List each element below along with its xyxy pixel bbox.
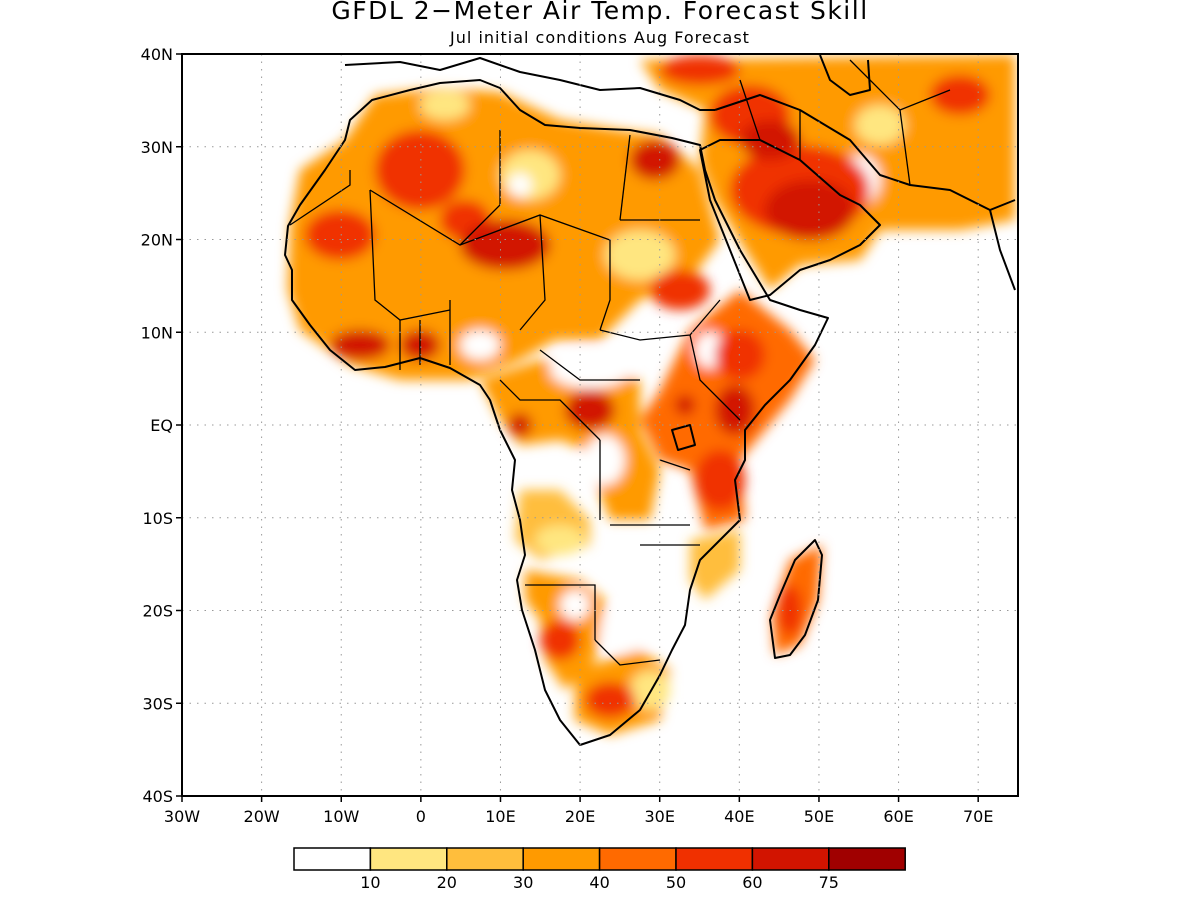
lon-label: 20E (565, 807, 595, 826)
field-mozambique (690, 530, 740, 600)
coastline-madagascar (769, 539, 823, 659)
lon-label: 10W (323, 807, 359, 826)
coastline-arabia (699, 139, 881, 301)
lon-label: 20W (244, 807, 280, 826)
colorbar-swatch (293, 847, 372, 871)
skill-shading (288, 55, 1015, 735)
lat-label: 20N (141, 231, 173, 250)
colorbar-swatch (598, 847, 677, 871)
lon-label: 50E (804, 807, 834, 826)
lon-label: 30E (644, 807, 674, 826)
lat-label: 10N (141, 323, 173, 342)
longitude-labels: 30W 20W 10W 0 10E 20E 30E 40E 50E 60E 70E (164, 796, 993, 826)
colorbar-swatch (522, 847, 601, 871)
lat-label: 30N (141, 138, 173, 157)
colorbar-label: 40 (589, 873, 609, 892)
colorbar-label: 75 (819, 873, 839, 892)
coastline-africa (284, 79, 829, 746)
lat-label: EQ (150, 416, 173, 435)
lat-label: 20S (142, 602, 173, 621)
coastline-lake-victoria (671, 424, 696, 451)
coastlines (284, 54, 1016, 746)
colorbar-swatch (369, 847, 448, 871)
lat-label: 40N (141, 45, 173, 64)
lon-label: 10E (485, 807, 515, 826)
colorbar-label: 10 (360, 873, 380, 892)
colorbar-swatch (675, 847, 754, 871)
chart-title: GFDL 2−Meter Air Temp. Forecast Skill (331, 0, 869, 25)
country-borders (289, 59, 951, 666)
coastline-europe (344, 57, 715, 111)
latitude-labels: 40N 30N 20N 10N EQ 10S 20S 30S 40S (141, 45, 182, 806)
lon-label: 40E (724, 807, 754, 826)
lat-label: 30S (142, 694, 173, 713)
colorbar-label: 30 (513, 873, 533, 892)
lon-label: 70E (963, 807, 993, 826)
colorbar-label: 20 (437, 873, 457, 892)
colorbar: 10 20 30 40 50 60 75 (293, 847, 906, 892)
colorbar-label: 50 (666, 873, 686, 892)
colorbar-swatch (828, 847, 906, 871)
lat-label: 40S (142, 787, 173, 806)
chart-subtitle: Jul initial conditions Aug Forecast (450, 28, 750, 47)
lon-label: 30W (164, 807, 200, 826)
colorbar-swatch (446, 847, 524, 871)
coastline-asia (714, 94, 1016, 211)
lon-label: 0 (416, 807, 426, 826)
lat-label: 10S (142, 509, 173, 528)
colorbar-label: 60 (742, 873, 762, 892)
coastline-india (989, 209, 1016, 291)
colorbar-swatch (751, 847, 830, 871)
lon-label: 60E (883, 807, 913, 826)
